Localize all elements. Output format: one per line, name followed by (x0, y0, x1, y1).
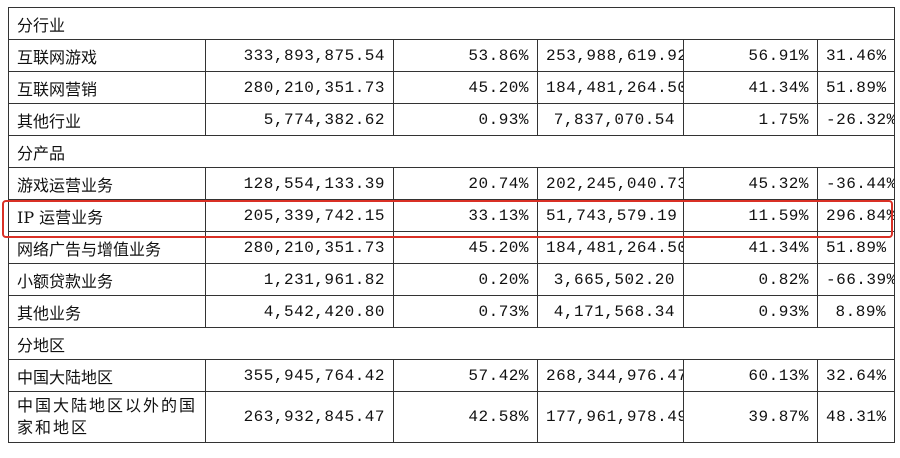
cell-share-prior: 41.34% (683, 231, 818, 264)
table-row: 互联网营销 280,210,351.73 45.20% 184,481,264.… (8, 71, 896, 104)
cell-amount-current: 333,893,875.54 (205, 39, 394, 72)
cell-share-current: 33.13% (393, 199, 538, 232)
table-row: 小额贷款业务 1,231,961.82 0.20% 3,665,502.20 0… (8, 263, 896, 296)
cell-amount-prior: 3,665,502.20 (537, 263, 684, 296)
row-label: 小额贷款业务 (8, 263, 206, 296)
revenue-breakdown-table: 分行业 互联网游戏 333,893,875.54 53.86% 253,988,… (7, 7, 896, 443)
table-row: 网络广告与增值业务 280,210,351.73 45.20% 184,481,… (8, 231, 896, 264)
cell-change: 8.89% (816, 295, 896, 328)
table-row: 中国大陆地区以外的国家和地区 263,932,845.47 42.58% 177… (8, 391, 896, 443)
section-header-row: 分产品 (7, 135, 896, 168)
cell-share-current: 42.58% (393, 391, 538, 443)
cell-change: 31.46% (816, 39, 896, 72)
cell-amount-current: 263,932,845.47 (205, 391, 394, 443)
cell-share-current: 53.86% (393, 39, 538, 72)
revenue-table-container: 分行业 互联网游戏 333,893,875.54 53.86% 253,988,… (7, 7, 896, 443)
cell-amount-prior: 253,988,619.92 (537, 39, 684, 72)
table-row-highlighted: IP 运营业务 205,339,742.15 33.13% 51,743,579… (8, 199, 896, 232)
cell-share-prior: 1.75% (683, 103, 818, 136)
section-header-row: 分地区 (7, 327, 896, 360)
cell-amount-current: 355,945,764.42 (205, 359, 394, 392)
cell-share-current: 0.93% (393, 103, 538, 136)
cell-share-current: 0.73% (393, 295, 538, 328)
row-label: 游戏运营业务 (8, 167, 206, 200)
cell-amount-current: 128,554,133.39 (205, 167, 394, 200)
row-label: 网络广告与增值业务 (8, 231, 206, 264)
cell-amount-current: 1,231,961.82 (205, 263, 394, 296)
cell-share-current: 57.42% (393, 359, 538, 392)
section-title: 分产品 (7, 135, 896, 168)
cell-amount-current: 280,210,351.73 (205, 231, 394, 264)
table-row: 中国大陆地区 355,945,764.42 57.42% 268,344,976… (8, 359, 896, 392)
cell-change: -26.32% (816, 103, 896, 136)
table-row: 其他业务 4,542,420.80 0.73% 4,171,568.34 0.9… (8, 295, 896, 328)
section-title: 分地区 (7, 327, 896, 360)
cell-change: -36.44% (816, 167, 896, 200)
row-label: 中国大陆地区 (8, 359, 206, 392)
cell-amount-prior: 268,344,976.47 (537, 359, 684, 392)
cell-amount-current: 4,542,420.80 (205, 295, 394, 328)
cell-change: 48.31% (816, 391, 896, 443)
row-label: 中国大陆地区以外的国家和地区 (8, 391, 206, 443)
row-label: 互联网游戏 (8, 39, 206, 72)
cell-share-current: 20.74% (393, 167, 538, 200)
cell-change: 51.89% (816, 71, 896, 104)
cell-amount-prior: 51,743,579.19 (537, 199, 684, 232)
cell-change: 32.64% (816, 359, 896, 392)
row-label: 互联网营销 (8, 71, 206, 104)
cell-share-current: 45.20% (393, 71, 538, 104)
cell-amount-prior: 202,245,040.73 (537, 167, 684, 200)
cell-share-prior: 0.93% (683, 295, 818, 328)
section-title: 分行业 (7, 7, 896, 40)
cell-amount-prior: 184,481,264.50 (537, 71, 684, 104)
table-row: 其他行业 5,774,382.62 0.93% 7,837,070.54 1.7… (8, 103, 896, 136)
cell-share-prior: 0.82% (683, 263, 818, 296)
cell-share-current: 45.20% (393, 231, 538, 264)
cell-amount-prior: 4,171,568.34 (537, 295, 684, 328)
cell-amount-prior: 7,837,070.54 (537, 103, 684, 136)
cell-amount-current: 280,210,351.73 (205, 71, 394, 104)
cell-change: -66.39% (816, 263, 896, 296)
cell-share-prior: 41.34% (683, 71, 818, 104)
cell-share-prior: 11.59% (683, 199, 818, 232)
cell-amount-current: 205,339,742.15 (205, 199, 394, 232)
row-label: 其他行业 (8, 103, 206, 136)
table-row: 游戏运营业务 128,554,133.39 20.74% 202,245,040… (8, 167, 896, 200)
cell-amount-prior: 184,481,264.50 (537, 231, 684, 264)
cell-share-prior: 39.87% (683, 391, 818, 443)
cell-amount-prior: 177,961,978.49 (537, 391, 684, 443)
row-label: 其他业务 (8, 295, 206, 328)
cell-change: 296.84% (816, 199, 896, 232)
cell-share-prior: 45.32% (683, 167, 818, 200)
cell-share-prior: 60.13% (683, 359, 818, 392)
cell-amount-current: 5,774,382.62 (205, 103, 394, 136)
cell-change: 51.89% (816, 231, 896, 264)
cell-share-prior: 56.91% (683, 39, 818, 72)
table-row: 互联网游戏 333,893,875.54 53.86% 253,988,619.… (8, 39, 896, 72)
section-header-row: 分行业 (7, 7, 896, 40)
cell-share-current: 0.20% (393, 263, 538, 296)
row-label: IP 运营业务 (8, 199, 206, 232)
